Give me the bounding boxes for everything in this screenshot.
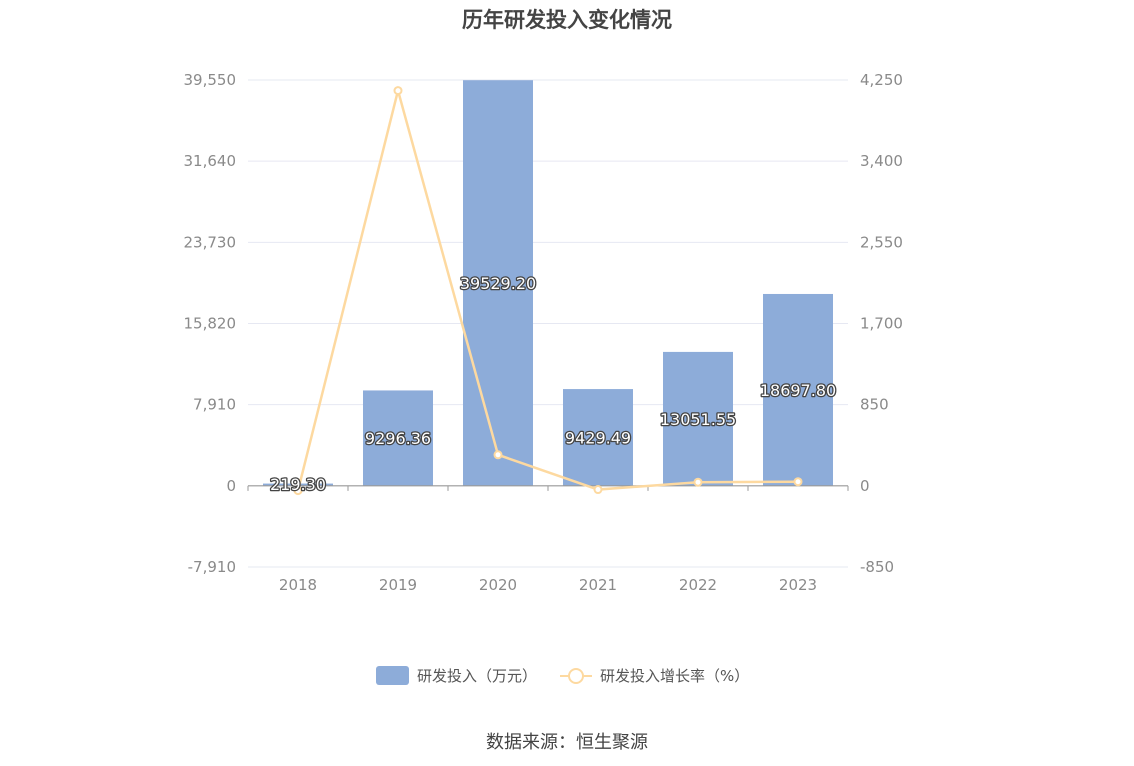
x-tick-label: 2020 (479, 576, 517, 594)
bar-value-label: 219.30 (270, 475, 326, 494)
legend: 研发投入（万元） 研发投入增长率（%） (376, 666, 749, 685)
x-tick-label: 2021 (579, 576, 617, 594)
legend-bar-swatch (376, 666, 409, 685)
data-source-note: 数据来源：恒生聚源 (486, 732, 648, 753)
left-y-tick-label: 23,730 (184, 233, 237, 251)
line-point (693, 477, 703, 487)
growth-rate-line (296, 85, 799, 491)
bar (763, 293, 833, 486)
line-point (293, 486, 303, 496)
line-point (593, 485, 603, 495)
line-point (793, 477, 803, 487)
left-y-axis: 39,550 31,640 23,730 15,820 7,910 0 -7,910 (184, 71, 237, 576)
x-tick-label: 2018 (279, 576, 317, 594)
right-y-axis: 4,250 3,400 2,550 1,700 850 0 -850 (860, 71, 903, 576)
bar-series (263, 80, 833, 486)
bar (463, 80, 533, 486)
line-point (493, 450, 503, 460)
left-y-tick-label: -7,910 (188, 558, 236, 576)
chart-title: 历年研发投入变化情况 (462, 8, 672, 32)
legend-bar-label: 研发投入（万元） (417, 667, 537, 685)
line-series (293, 85, 803, 496)
bar-value-label: 9429.49 (565, 428, 631, 447)
bar (563, 389, 633, 486)
left-y-tick-label: 7,910 (193, 396, 236, 414)
right-y-tick-label: 1,700 (860, 315, 903, 333)
bar-value-label: 9296.36 (365, 429, 431, 448)
bar-value-label: 18697.80 (760, 381, 836, 400)
grid-lines (248, 79, 848, 568)
bar-value-labels: 219.30 9296.36 39529.20 9429.49 13051.55 1869… (269, 273, 838, 495)
bar (363, 390, 433, 486)
legend-line-label: 研发投入增长率（%） (600, 667, 749, 685)
left-y-tick-label: 31,640 (184, 152, 237, 170)
right-y-tick-label: 850 (860, 396, 889, 414)
x-tick-label: 2019 (379, 576, 417, 594)
right-y-tick-label: 3,400 (860, 152, 903, 170)
bar-value-label: 13051.55 (660, 410, 736, 429)
right-y-tick-label: 0 (860, 477, 870, 495)
x-axis: 2018 2019 2020 2021 2022 2023 (247, 485, 849, 594)
left-y-tick-label: 0 (226, 477, 236, 495)
bar (663, 351, 733, 486)
right-y-tick-label: 2,550 (860, 233, 903, 251)
right-y-tick-label: 4,250 (860, 71, 903, 89)
line-point (393, 86, 403, 96)
left-y-tick-label: 15,820 (184, 315, 237, 333)
left-y-tick-label: 39,550 (184, 71, 237, 89)
legend-line-marker (568, 668, 584, 684)
bar (263, 483, 333, 486)
x-tick-label: 2022 (679, 576, 717, 594)
x-tick-label: 2023 (779, 576, 817, 594)
right-y-tick-label: -850 (860, 558, 894, 576)
bar-value-label: 39529.20 (460, 274, 536, 293)
